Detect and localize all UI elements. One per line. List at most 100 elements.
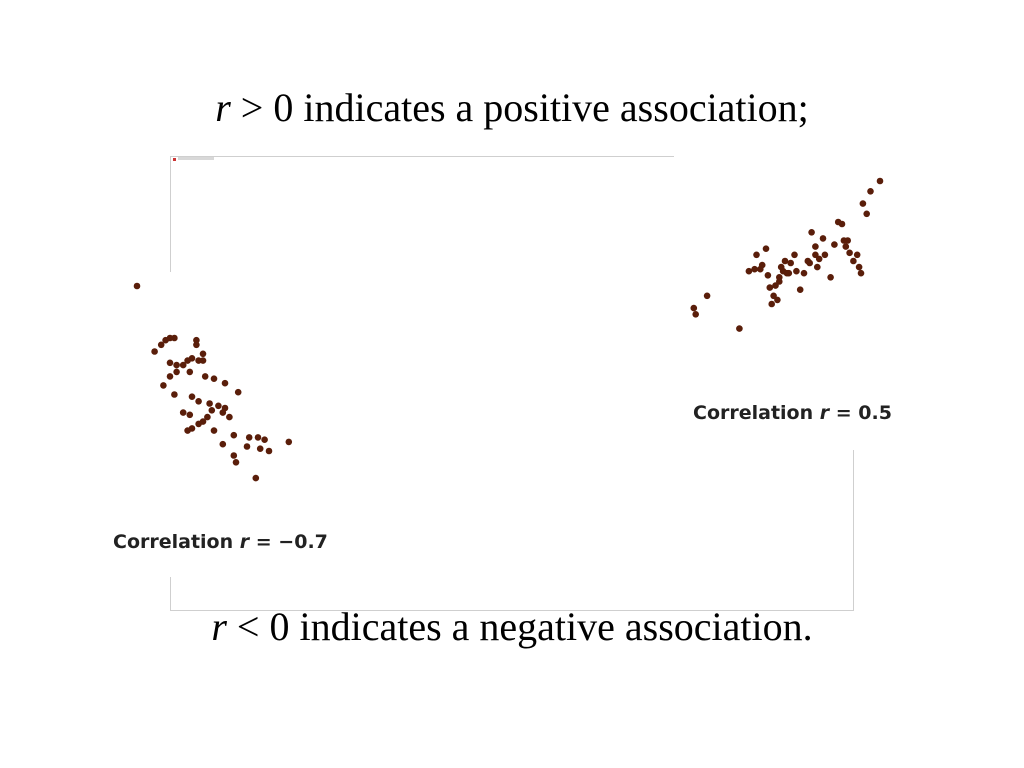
scatter-point <box>219 409 227 416</box>
scatter-point <box>232 459 240 466</box>
scatter-point <box>160 382 167 389</box>
scatter-point <box>815 255 823 263</box>
scatter-point <box>219 440 227 448</box>
scatter-point <box>151 348 158 355</box>
relation-symbol: < <box>236 604 260 649</box>
scatter-point <box>808 229 815 236</box>
scatter-point <box>850 257 857 265</box>
scatter-plot-positive <box>690 177 884 332</box>
label-value: = 0.5 <box>835 402 892 424</box>
scatter-point <box>199 350 207 358</box>
scatter-point <box>243 443 251 450</box>
headline-negative: r < 0 indicates a negative association. <box>0 603 1024 650</box>
scatter-point <box>199 357 207 364</box>
scatter-point <box>261 436 268 443</box>
scatter-point <box>193 341 200 349</box>
scatter-point <box>188 355 196 362</box>
scatter-point <box>753 251 760 259</box>
scatter-point <box>819 235 827 242</box>
scatter-point <box>846 249 853 257</box>
frame-corner-mark <box>173 158 176 161</box>
scatter-point <box>787 259 794 267</box>
scatter-card-negative: Correlation r = −0.7 <box>110 272 380 577</box>
scatter-point <box>806 259 813 267</box>
scatter-point <box>859 200 867 207</box>
scatter-point <box>171 334 178 342</box>
scatter-point <box>781 257 789 265</box>
scatter-point <box>863 210 870 218</box>
scatter-card-positive: Correlation r = 0.5 <box>674 156 924 450</box>
scatter-point <box>768 300 775 308</box>
scatter-point <box>230 431 238 439</box>
scatter-point <box>745 267 753 275</box>
scatter-point <box>166 359 174 367</box>
scatter-point <box>186 411 194 419</box>
scatter-point <box>179 361 187 369</box>
scatter-point <box>842 243 850 250</box>
scatter-point <box>867 188 874 195</box>
scatter-point <box>221 379 229 387</box>
scatter-point <box>812 243 819 250</box>
scatter-point <box>814 263 821 271</box>
scatter-point <box>195 420 202 428</box>
scatter-point <box>876 177 884 185</box>
scatter-point <box>186 368 194 376</box>
scatter-point <box>210 427 218 434</box>
scatter-point <box>758 261 766 269</box>
scatter-point <box>188 393 196 400</box>
scatter-point <box>210 375 218 382</box>
scatter-point <box>133 282 141 290</box>
scatter-point <box>791 251 798 259</box>
scatter-plot-negative <box>133 282 293 482</box>
scatter-point <box>793 267 800 275</box>
scatter-point <box>827 274 834 281</box>
relation-symbol: > <box>240 85 264 130</box>
scatter-point <box>762 245 770 252</box>
r-symbol: r <box>211 604 227 649</box>
correlation-label-positive: Correlation r = 0.5 <box>693 402 892 424</box>
scatter-point <box>230 452 238 459</box>
scatter-point <box>800 269 808 277</box>
scatter-point <box>796 286 804 293</box>
correlation-label-negative: Correlation r = −0.7 <box>113 531 328 553</box>
headline-text: 0 indicates a positive association; <box>273 85 809 130</box>
scatter-point <box>173 361 180 369</box>
scatter-point <box>254 434 262 441</box>
r-symbol: r <box>215 85 231 130</box>
scatter-point <box>173 368 180 376</box>
scatter-point <box>703 292 711 300</box>
scatter-point <box>838 220 846 228</box>
scatter-point <box>692 311 699 318</box>
scatter-point <box>853 251 861 259</box>
scatter-point <box>785 269 793 277</box>
scatter-point <box>690 304 698 312</box>
scatter-point <box>206 400 213 407</box>
scatter-point <box>265 447 273 455</box>
label-r: r <box>819 402 830 424</box>
scatter-point <box>226 413 233 421</box>
scatter-point <box>204 413 211 421</box>
scatter-point <box>179 409 187 416</box>
scatter-point <box>234 388 242 396</box>
label-prefix: Correlation <box>113 531 234 553</box>
scatter-point <box>776 274 783 281</box>
label-prefix: Correlation <box>693 402 814 424</box>
scatter-point <box>193 336 200 344</box>
headline-text: 0 indicates a negative association. <box>269 604 813 649</box>
scatter-point <box>736 325 743 332</box>
scatter-point <box>285 438 293 446</box>
scatter-point <box>252 474 260 482</box>
scatter-point <box>821 251 829 259</box>
scatter-point <box>166 373 174 380</box>
scatter-point <box>245 434 253 441</box>
scatter-point <box>774 296 781 304</box>
label-r: r <box>239 531 250 553</box>
frame-caption-bar <box>178 157 214 160</box>
scatter-point <box>215 402 222 410</box>
scatter-point <box>751 265 758 273</box>
scatter-point <box>171 391 178 398</box>
scatter-point <box>256 445 264 452</box>
scatter-point <box>184 427 191 434</box>
scatter-point <box>855 263 863 271</box>
scatter-point <box>857 269 865 277</box>
